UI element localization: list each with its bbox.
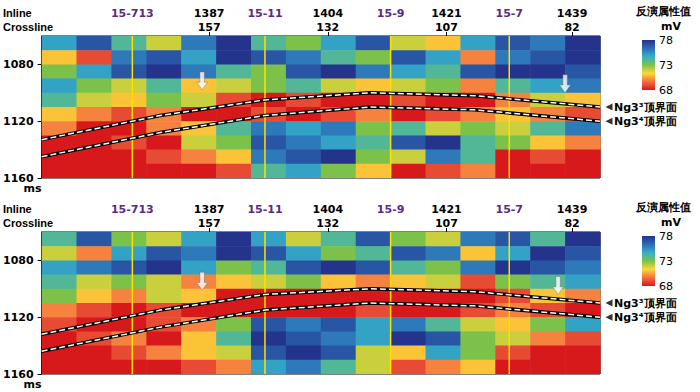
svg-text:1439: 1439 [557, 7, 588, 20]
svg-text:mV: mV [661, 20, 681, 33]
svg-text:68: 68 [659, 84, 673, 97]
svg-text:132: 132 [316, 21, 339, 34]
svg-text:157: 157 [198, 21, 221, 34]
svg-text:78: 78 [659, 34, 673, 47]
svg-text:1120: 1120 [3, 311, 34, 324]
svg-text:1387: 1387 [194, 203, 225, 216]
svg-text:107: 107 [435, 21, 458, 34]
svg-text:78: 78 [659, 230, 673, 243]
svg-text:1421: 1421 [431, 7, 462, 20]
svg-text:Inline: Inline [3, 203, 32, 215]
svg-text:1120: 1120 [3, 115, 34, 128]
svg-text:1080: 1080 [3, 254, 34, 267]
svg-text:73: 73 [659, 59, 673, 72]
svg-text:ms: ms [23, 378, 42, 392]
svg-text:1439: 1439 [557, 203, 588, 216]
svg-text:Ng3⁴顶界面: Ng3⁴顶界面 [614, 115, 677, 128]
svg-text:Ng3³顶界面: Ng3³顶界面 [614, 101, 677, 114]
svg-text:15-11: 15-11 [247, 203, 282, 216]
svg-text:15-11: 15-11 [247, 7, 282, 20]
svg-text:132: 132 [316, 217, 339, 230]
svg-text:1404: 1404 [312, 203, 343, 216]
svg-text:157: 157 [198, 217, 221, 230]
svg-text:15-7: 15-7 [495, 203, 523, 216]
svg-text:15-713: 15-713 [111, 7, 154, 20]
svg-text:Inline: Inline [3, 7, 32, 19]
svg-text:反演属性值: 反演属性值 [635, 5, 691, 18]
svg-text:15-9: 15-9 [377, 7, 405, 20]
svg-text:ms: ms [23, 182, 42, 196]
svg-text:1160: 1160 [3, 172, 34, 185]
svg-text:1160: 1160 [3, 368, 34, 381]
svg-text:1404: 1404 [312, 7, 343, 20]
svg-text:73: 73 [659, 255, 673, 268]
svg-text:Ng3³顶界面: Ng3³顶界面 [614, 297, 677, 310]
svg-text:15-9: 15-9 [377, 203, 405, 216]
svg-text:82: 82 [564, 21, 579, 34]
svg-text:1080: 1080 [3, 58, 34, 71]
svg-text:Ng3⁴顶界面: Ng3⁴顶界面 [614, 311, 677, 324]
svg-text:Crossline: Crossline [3, 21, 53, 33]
svg-text:107: 107 [435, 217, 458, 230]
svg-text:1387: 1387 [194, 7, 225, 20]
svg-text:15-7: 15-7 [495, 7, 523, 20]
svg-text:15-713: 15-713 [111, 203, 154, 216]
svg-text:Crossline: Crossline [3, 217, 53, 229]
svg-text:82: 82 [564, 217, 579, 230]
svg-text:反演属性值: 反演属性值 [635, 201, 691, 214]
svg-text:1421: 1421 [431, 203, 462, 216]
svg-text:68: 68 [659, 280, 673, 293]
svg-text:mV: mV [661, 216, 681, 229]
